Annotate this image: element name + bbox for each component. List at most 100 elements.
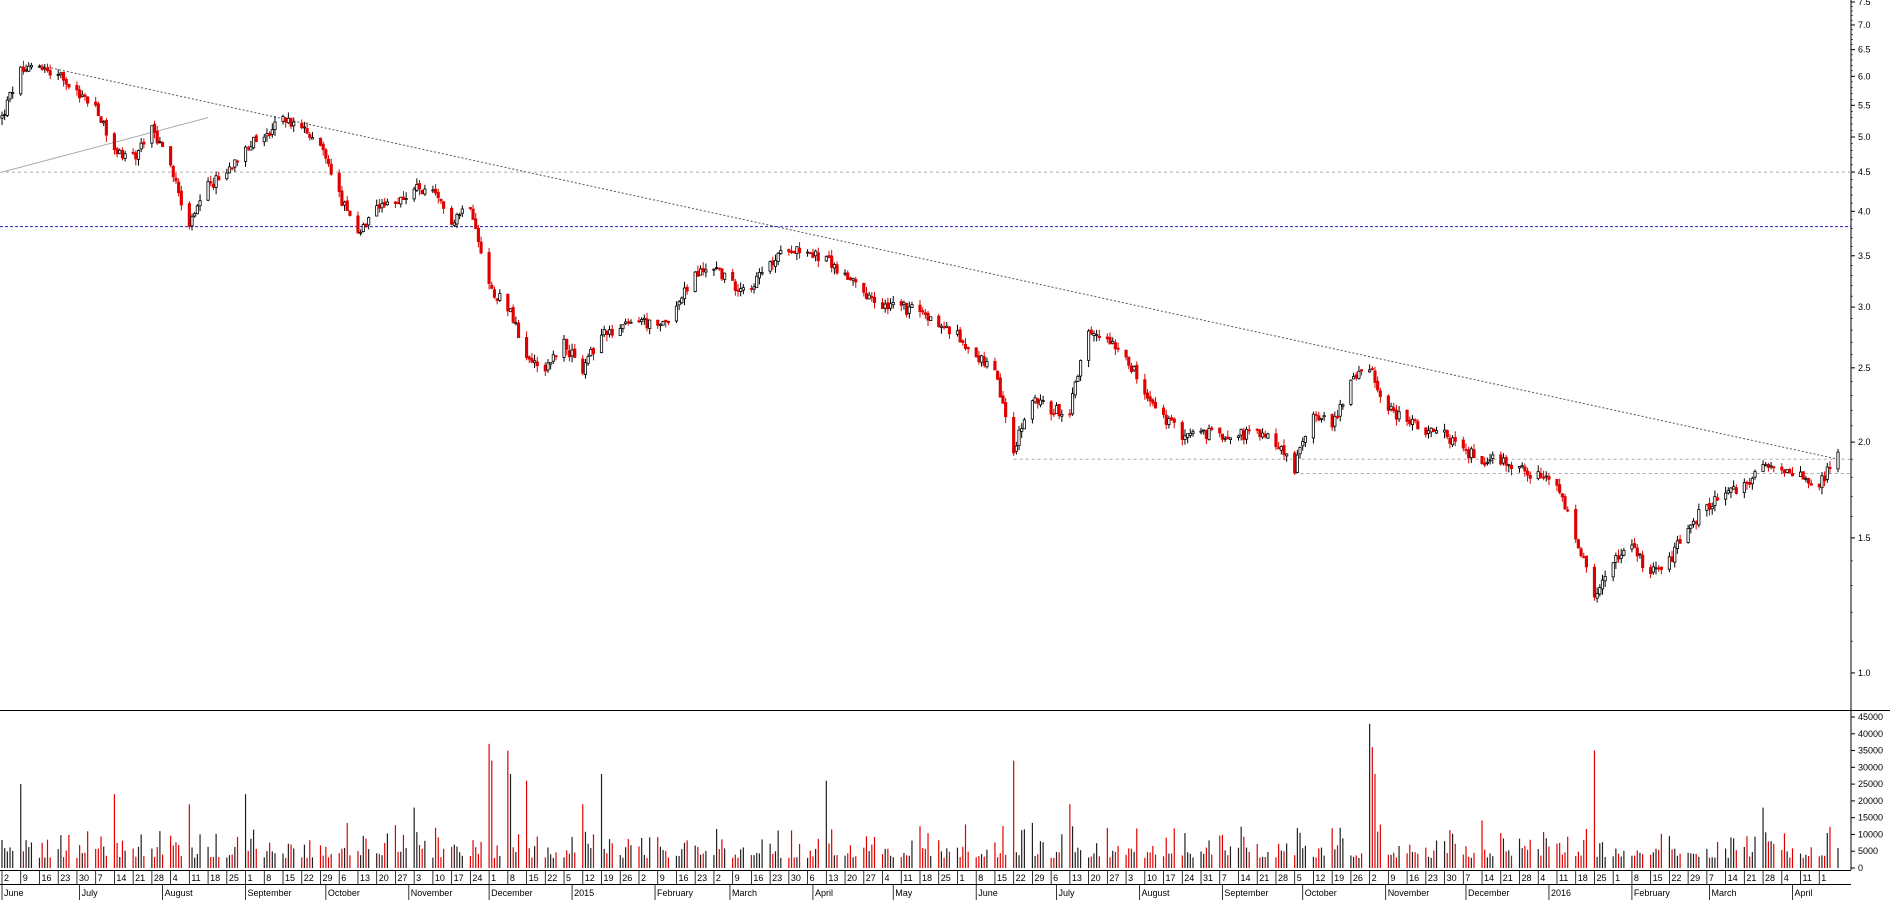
candle-body	[1528, 474, 1532, 479]
candle-body	[1542, 476, 1546, 479]
month-label: 2015	[574, 888, 594, 898]
day-label: 7	[98, 873, 103, 883]
candle-body	[96, 103, 100, 117]
candle-body	[1170, 417, 1174, 421]
candle-body	[174, 177, 178, 182]
candle-body	[1073, 381, 1077, 396]
candle-body	[645, 318, 649, 329]
candle-body	[1405, 409, 1409, 422]
day-label: 25	[1596, 873, 1606, 883]
candle-body	[1218, 427, 1222, 434]
candle-body	[789, 250, 794, 253]
candle-body	[1729, 487, 1733, 493]
candle-body	[1761, 464, 1765, 473]
candle-body	[270, 129, 274, 135]
candle-body	[637, 320, 641, 323]
day-label: 31	[1203, 873, 1213, 883]
day-label: 23	[697, 873, 707, 883]
candle-body	[1828, 466, 1832, 469]
candle-body	[1285, 453, 1289, 457]
candle-body	[942, 326, 946, 329]
day-label: 1	[959, 873, 964, 883]
candle-body	[48, 70, 52, 76]
day-label: 14	[1728, 873, 1738, 883]
candle-body	[1785, 469, 1789, 473]
candle-body	[998, 377, 1002, 398]
candle-body	[939, 325, 943, 328]
candle-body	[1520, 465, 1524, 468]
candle-body	[1092, 333, 1096, 336]
candle-body	[1389, 405, 1393, 410]
candle-body	[1769, 465, 1773, 468]
candle-body	[27, 65, 31, 72]
candle-body	[658, 323, 662, 326]
volume-tick-label: 15000	[1858, 813, 1883, 823]
candle-body	[1638, 553, 1642, 556]
candle-body	[607, 329, 612, 335]
candle-body	[225, 172, 229, 180]
candle-body	[1547, 476, 1551, 480]
month-label: November	[1388, 888, 1430, 898]
candle-body	[1817, 483, 1821, 488]
candle-body	[112, 133, 116, 151]
candle-body	[1210, 427, 1214, 430]
candle-body	[292, 121, 296, 127]
candle-body	[741, 287, 745, 291]
candle-body	[177, 181, 181, 194]
candle-body	[1352, 376, 1356, 380]
candle-body	[5, 99, 9, 116]
candle-body	[1223, 437, 1227, 440]
candle-body	[265, 133, 269, 137]
volume-tick-label: 45000	[1858, 712, 1883, 722]
candle-body	[680, 297, 684, 304]
candle-body	[808, 252, 812, 254]
candle-body	[1263, 433, 1267, 438]
candle-body	[11, 92, 15, 95]
candle-body	[736, 289, 740, 292]
candle-body	[677, 301, 681, 306]
candle-body	[929, 316, 933, 321]
candle-body	[1429, 427, 1433, 433]
candle-body	[1614, 555, 1618, 563]
day-label: 27	[397, 873, 407, 883]
candle-body	[1705, 504, 1709, 511]
candle-body	[516, 322, 521, 339]
candle-body	[1544, 475, 1548, 478]
candle-body	[599, 334, 604, 354]
candle-body	[1750, 477, 1754, 485]
candle-body	[1579, 548, 1583, 557]
day-label: 11	[1559, 873, 1568, 883]
day-label: 21	[1503, 873, 1513, 883]
candle-body	[86, 96, 90, 104]
price-tick-label: 7.0	[1858, 20, 1871, 30]
price-tick-label: 3.0	[1858, 302, 1871, 312]
candle-body	[1338, 404, 1342, 417]
candle-body	[1079, 360, 1083, 377]
candle-body	[139, 142, 143, 150]
candle-body	[1368, 369, 1372, 373]
day-label: 28	[1765, 873, 1775, 883]
candle-body	[731, 271, 735, 281]
candle-body	[1266, 433, 1270, 439]
candle-body	[1801, 471, 1805, 480]
candle-body	[886, 302, 890, 310]
candle-body	[602, 329, 606, 336]
day-label: 22	[547, 873, 557, 883]
candle-body	[993, 361, 997, 371]
candle-body	[1453, 437, 1457, 442]
candle-body	[921, 310, 925, 313]
candle-body	[854, 279, 858, 283]
candle-body	[187, 203, 191, 227]
candle-body	[377, 204, 381, 209]
candle-body	[985, 360, 989, 368]
candle-body	[83, 94, 87, 97]
candle-body	[393, 201, 397, 204]
candle-body	[1164, 414, 1168, 425]
candle-body	[1202, 429, 1206, 432]
day-label: 30	[791, 873, 801, 883]
candle-body	[1445, 430, 1449, 438]
price-tick-label: 5.0	[1858, 132, 1871, 142]
candle-body	[460, 208, 464, 214]
price-tick-label: 2.5	[1858, 363, 1871, 373]
